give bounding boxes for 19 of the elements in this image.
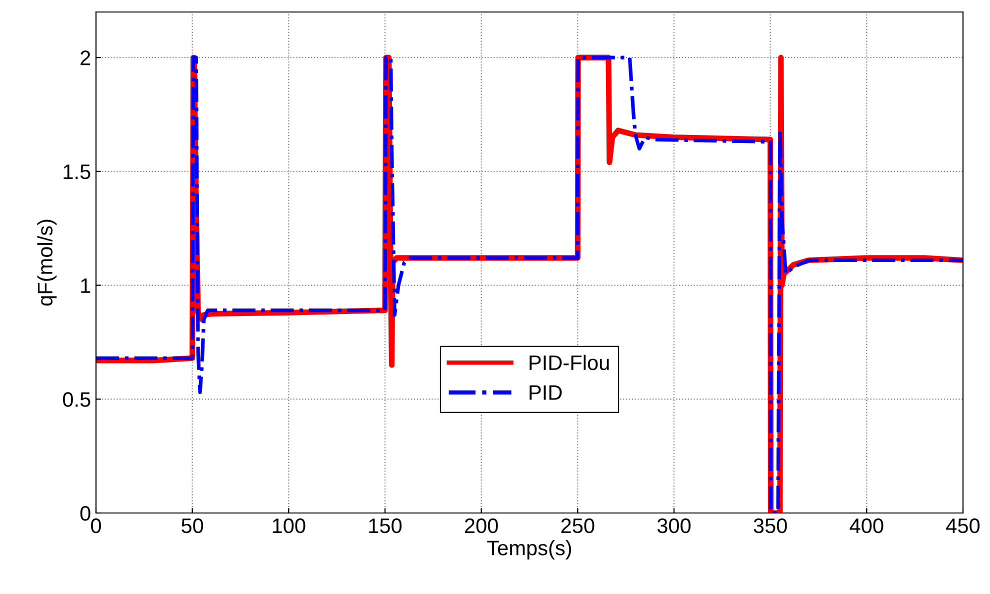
x-tick-label: 450 (946, 518, 980, 534)
y-tick-label: 0.5 (62, 392, 90, 407)
x-tick-label: 350 (754, 518, 787, 534)
x-tick-label: 100 (272, 518, 306, 534)
y-tick-label: 1.5 (64, 164, 90, 180)
x-tick-label: 0 (91, 518, 101, 534)
x-tick-label: 200 (465, 518, 498, 534)
y-tick-label: 0 (80, 506, 90, 521)
x-tick-label: 150 (369, 518, 402, 534)
y-tick-label: 2 (80, 50, 90, 66)
x-tick-label: 250 (561, 518, 594, 534)
x-tick-label: 300 (657, 518, 691, 534)
y-tick-label: 1 (81, 278, 90, 293)
legend-label: PID-Flou (530, 354, 609, 370)
x-tick-label: 400 (850, 518, 884, 534)
x-tick-label: 50 (182, 518, 204, 534)
y-axis-title: qF(mol/s) (37, 220, 57, 306)
x-axis-title: Temps(s) (487, 540, 572, 560)
legend-label: PID (530, 385, 562, 400)
